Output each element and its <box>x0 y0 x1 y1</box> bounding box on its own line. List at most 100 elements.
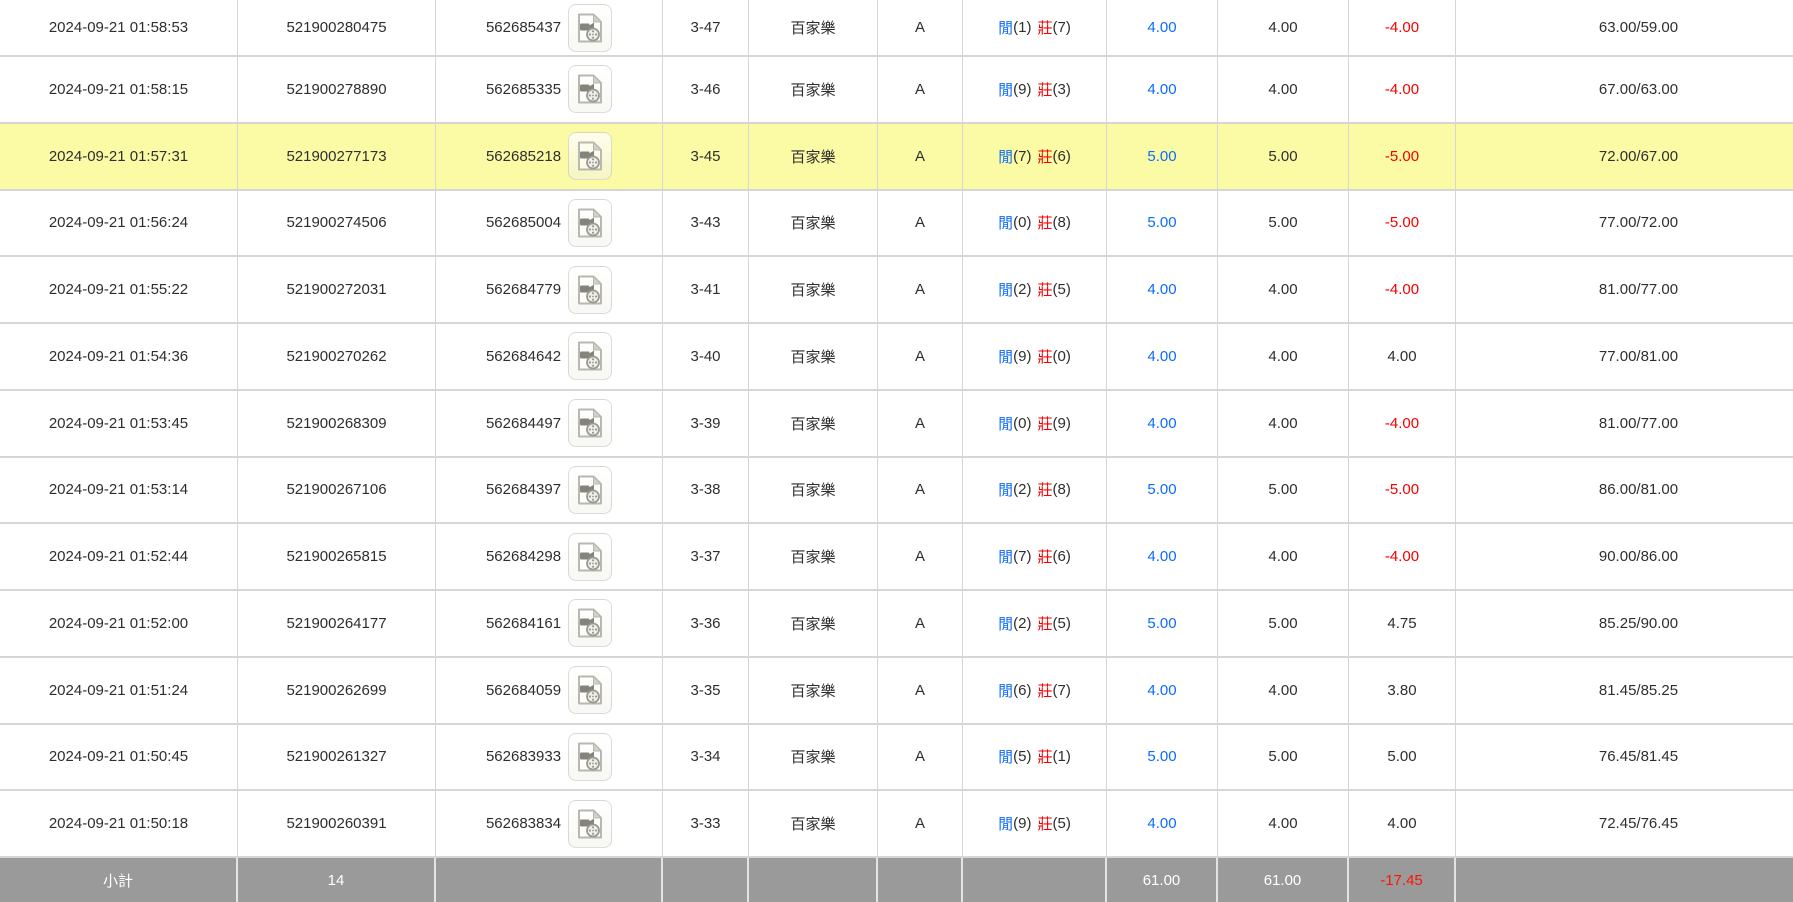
subtotal-win-loss-total: -17.45 <box>1349 858 1456 902</box>
bet-amount-cell: 4.00 <box>1107 257 1218 322</box>
bet-amount-cell: 5.00 <box>1107 591 1218 656</box>
win-loss-value: -5.00 <box>1384 147 1420 165</box>
valid-bet-cell: 4.00 <box>1218 524 1349 589</box>
round-cell: 3-45 <box>663 123 749 189</box>
valid-bet-cell: 4.00 <box>1218 390 1349 456</box>
table-row[interactable]: 2024-09-21 01:54:36 521900270262 5626846… <box>0 324 1793 391</box>
table-row[interactable]: 2024-09-21 01:53:14 521900267106 5626843… <box>0 457 1793 525</box>
game-name-cell: 百家樂 <box>749 724 878 790</box>
balance-cell: 85.25/90.00 <box>1598 614 1679 632</box>
video-replay-button[interactable] <box>568 265 613 314</box>
table-letter-cell: A <box>878 591 963 656</box>
video-replay-button[interactable] <box>568 132 613 181</box>
bet-time-cell: 2024-09-21 01:51:24 <box>0 657 238 723</box>
balance-cell: 72.45/76.45 <box>1598 815 1679 833</box>
result-cell: 閒 (9) 莊 (3) <box>963 57 1107 122</box>
balance-cell: 81.45/85.25 <box>1598 681 1679 699</box>
table-row[interactable]: 2024-09-21 01:50:45 521900261327 5626839… <box>0 724 1793 792</box>
player-score: (2) <box>1013 281 1032 299</box>
subtotal-record-count: 14 <box>238 858 436 902</box>
table-row[interactable]: 2024-09-21 01:56:24 521900274506 5626850… <box>0 190 1793 258</box>
video-replay-button[interactable] <box>568 65 613 114</box>
video-replay-button[interactable] <box>568 532 613 581</box>
win-loss-cell: -4.00 <box>1349 257 1456 322</box>
order-id-cell: 521900280475 <box>238 0 436 55</box>
video-file-icon <box>578 542 603 572</box>
player-score: (7) <box>1013 548 1032 566</box>
banker-score: (9) <box>1052 414 1071 432</box>
win-loss-value: -4.00 <box>1384 80 1420 98</box>
order-id-cell: 521900260391 <box>238 791 436 856</box>
table-row[interactable]: 2024-09-21 01:58:53 521900280475 5626854… <box>0 0 1793 57</box>
video-replay-button[interactable] <box>568 198 613 247</box>
video-file-icon <box>578 13 603 42</box>
order-id-cell: 521900274506 <box>238 190 436 256</box>
banker-label: 莊 <box>1037 348 1053 366</box>
video-replay-button[interactable] <box>568 399 613 448</box>
result-cell: 閒 (0) 莊 (9) <box>963 390 1107 456</box>
video-replay-button[interactable] <box>568 3 613 52</box>
subtotal-valid-total: 61.00 <box>1218 858 1349 902</box>
banker-label: 莊 <box>1037 20 1053 37</box>
game-id-value: 562684161 <box>485 614 562 632</box>
bet-time-cell: 2024-09-21 01:52:44 <box>0 524 238 589</box>
result-cell: 閒 (2) 莊 (5) <box>963 257 1107 322</box>
win-loss-cell: 5.00 <box>1349 724 1456 790</box>
video-replay-button[interactable] <box>568 799 613 848</box>
table-row[interactable]: 2024-09-21 01:50:18 521900260391 5626838… <box>0 791 1793 858</box>
win-loss-value: 4.00 <box>1387 815 1417 833</box>
video-replay-button[interactable] <box>568 332 613 381</box>
video-replay-button[interactable] <box>568 666 613 715</box>
bet-amount-cell: 4.00 <box>1107 657 1218 723</box>
win-loss-value: 4.00 <box>1387 347 1417 365</box>
video-replay-button[interactable] <box>568 599 613 648</box>
bet-amount-cell: 4.00 <box>1107 57 1218 122</box>
table-row[interactable]: 2024-09-21 01:52:44 521900265815 5626842… <box>0 524 1793 591</box>
video-file-icon <box>578 742 603 772</box>
banker-label: 莊 <box>1037 415 1053 433</box>
table-row[interactable]: 2024-09-21 01:58:15 521900278890 5626853… <box>0 57 1793 124</box>
balance-cell: 77.00/72.00 <box>1598 214 1679 232</box>
bet-time-cell: 2024-09-21 01:58:53 <box>0 0 238 55</box>
banker-score: (1) <box>1052 748 1071 766</box>
banker-score: (3) <box>1052 80 1071 98</box>
game-id-value: 562684298 <box>485 548 562 566</box>
result-cell: 閒 (2) 莊 (5) <box>963 591 1107 656</box>
banker-label: 莊 <box>1037 482 1053 500</box>
table-row[interactable]: 2024-09-21 01:53:45 521900268309 5626844… <box>0 390 1793 458</box>
table-letter-cell: A <box>878 190 963 256</box>
round-cell: 3-43 <box>663 190 749 256</box>
video-replay-button[interactable] <box>568 465 613 514</box>
banker-label: 莊 <box>1037 81 1053 99</box>
win-loss-cell: -5.00 <box>1349 457 1456 523</box>
table-letter-cell: A <box>878 0 963 55</box>
player-label: 閒 <box>998 282 1014 300</box>
bet-time-cell: 2024-09-21 01:55:22 <box>0 257 238 322</box>
game-id-value: 562684497 <box>485 414 562 432</box>
win-loss-value: -4.00 <box>1384 548 1420 566</box>
win-loss-cell: 4.00 <box>1349 791 1456 856</box>
game-id-value: 562684779 <box>485 281 562 299</box>
result-cell: 閒 (1) 莊 (7) <box>963 0 1107 55</box>
player-score: (9) <box>1013 347 1032 365</box>
video-replay-button[interactable] <box>568 732 613 781</box>
table-row[interactable]: 2024-09-21 01:52:00 521900264177 5626841… <box>0 591 1793 658</box>
table-letter-cell: A <box>878 524 963 589</box>
table-row[interactable]: 2024-09-21 01:51:24 521900262699 5626840… <box>0 657 1793 725</box>
game-id-value: 562684642 <box>485 347 562 365</box>
game-id-value: 562684059 <box>485 681 562 699</box>
table-row[interactable]: 2024-09-21 01:57:31 521900277173 5626852… <box>0 123 1793 191</box>
player-label: 閒 <box>998 148 1014 166</box>
win-loss-value: -4.00 <box>1384 281 1420 299</box>
win-loss-cell: -4.00 <box>1349 0 1456 55</box>
subtotal-empty-cell <box>749 858 878 902</box>
game-id-value: 562685437 <box>485 19 562 36</box>
banker-score: (6) <box>1052 147 1071 165</box>
win-loss-cell: -5.00 <box>1349 123 1456 189</box>
game-id-value: 562683933 <box>485 748 562 766</box>
result-cell: 閒 (7) 莊 (6) <box>963 524 1107 589</box>
round-cell: 3-36 <box>663 591 749 656</box>
round-cell: 3-41 <box>663 257 749 322</box>
table-row[interactable]: 2024-09-21 01:55:22 521900272031 5626847… <box>0 257 1793 324</box>
round-cell: 3-40 <box>663 324 749 389</box>
